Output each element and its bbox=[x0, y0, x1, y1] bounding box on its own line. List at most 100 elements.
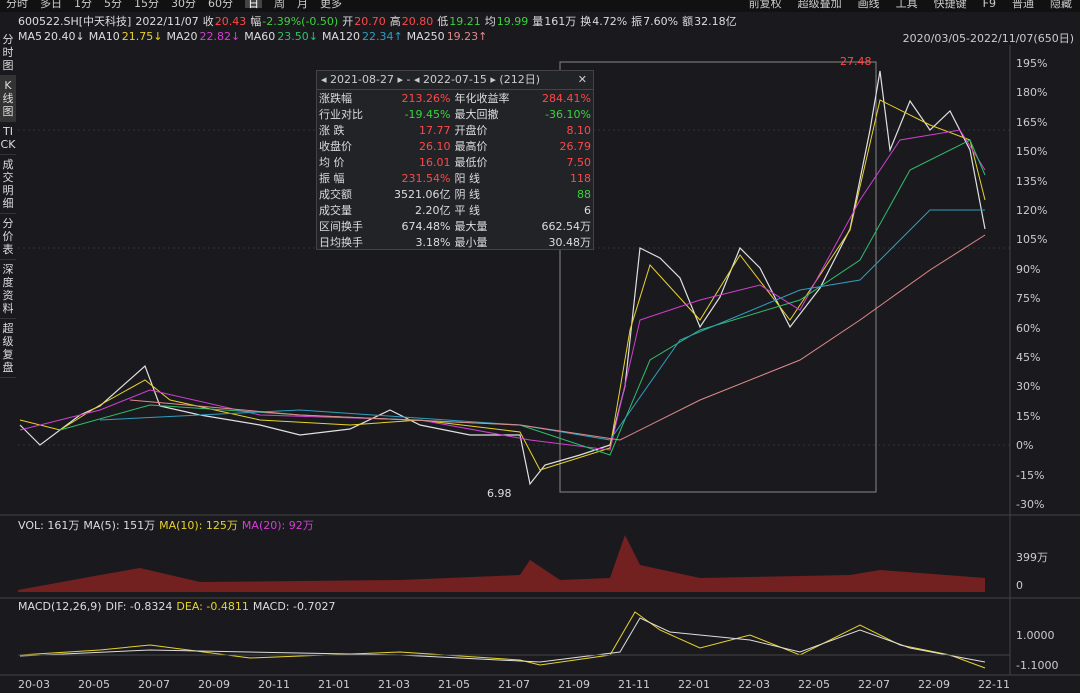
x-tick-label: 20-11 bbox=[258, 678, 290, 691]
period-tab[interactable]: 月 bbox=[297, 0, 308, 10]
period-tab[interactable]: 15分 bbox=[134, 0, 159, 10]
stat-value: 3521.06亿 bbox=[393, 188, 451, 201]
ma-value: 23.50↓ bbox=[277, 30, 318, 43]
stat-label: 最大量 bbox=[454, 220, 488, 233]
stat-row: 日均换手 3.18% 最小量 30.48万 bbox=[317, 234, 593, 250]
stat-label: 最高价 bbox=[454, 140, 488, 153]
tool-tab[interactable]: 快捷键 bbox=[933, 0, 967, 10]
ma-value: 20.40↓ bbox=[44, 30, 85, 43]
period-tab[interactable]: 5分 bbox=[104, 0, 122, 10]
macd-item: MACD(12,26,9) bbox=[18, 600, 102, 613]
period-tab[interactable]: 1分 bbox=[74, 0, 92, 10]
stat-value: 88 bbox=[577, 187, 591, 201]
period-tabs: 分时 多日 1分 5分 15分 30分 60分 日 周 月 更多 bbox=[0, 0, 1080, 12]
period-tab[interactable]: 日 bbox=[245, 0, 262, 9]
stat-label: 年化收益率 bbox=[454, 92, 510, 105]
stat-label: 开盘价 bbox=[454, 124, 488, 137]
quote-value: 20.43 bbox=[214, 15, 247, 28]
side-tab[interactable]: 分价表 bbox=[0, 214, 16, 260]
tool-tab[interactable]: 工具 bbox=[895, 0, 918, 10]
period-tab[interactable]: 更多 bbox=[320, 0, 342, 10]
quote-label: 均 bbox=[484, 15, 496, 28]
y-tick-label: 30% bbox=[1016, 380, 1041, 394]
side-tab[interactable]: 成交明细 bbox=[0, 155, 16, 214]
y-tick-label: 135% bbox=[1016, 174, 1048, 188]
y-tick-label: 60% bbox=[1016, 321, 1041, 335]
stat-label: 最大回撤 bbox=[454, 108, 499, 121]
y-tick-label: 120% bbox=[1016, 204, 1048, 217]
quote-value: 20.80 bbox=[401, 15, 434, 28]
quote-label: 振 bbox=[631, 15, 643, 28]
side-tab[interactable]: 分时图 bbox=[0, 30, 16, 76]
stat-label: 行业对比 bbox=[319, 108, 363, 121]
x-tick-label: 22-11 bbox=[978, 678, 1010, 691]
quote-label: 收 bbox=[202, 15, 214, 28]
quote-label: 低 bbox=[437, 15, 449, 28]
vol-item: MA(20): 92万 bbox=[241, 519, 314, 532]
side-tabs: 分时图 K线图 TICK 成交明细 分价表 深度资料 超级复盘 bbox=[0, 30, 16, 378]
tool-tab[interactable]: 前复权 bbox=[748, 0, 782, 10]
x-tick-label: 21-03 bbox=[378, 678, 410, 691]
side-tab[interactable]: 深度资料 bbox=[0, 260, 16, 319]
ma-label: MA120 bbox=[321, 30, 360, 43]
y-tick-label: 0% bbox=[1016, 439, 1034, 453]
stat-label: 阳 线 bbox=[454, 172, 480, 185]
macd-item: MACD: -0.7027 bbox=[252, 600, 336, 613]
stat-label: 阴 线 bbox=[454, 188, 480, 201]
vol-axis-label: 0 bbox=[1016, 579, 1023, 592]
tool-tab[interactable]: 普通 bbox=[1012, 0, 1034, 10]
x-tick-label: 20-07 bbox=[138, 678, 170, 691]
stat-row: 收盘价 26.10 最高价 26.79 bbox=[317, 138, 593, 154]
stat-row: 涨跌幅 213.26% 年化收益率 284.41% bbox=[317, 90, 593, 106]
period-tab[interactable]: 60分 bbox=[208, 0, 233, 10]
stat-label: 最小量 bbox=[454, 236, 488, 249]
y-tick-label: -30% bbox=[1016, 498, 1045, 511]
stat-value: 8.10 bbox=[566, 123, 592, 137]
stat-label: 平 线 bbox=[454, 204, 480, 217]
ma-row: MA5 20.40↓ MA10 21.75↓ MA20 22.82↓ MA60 23.50↓ M… bbox=[18, 30, 491, 43]
stat-value: 7.50 bbox=[566, 155, 592, 169]
side-tab[interactable]: K线图 bbox=[0, 76, 16, 122]
quote-label: 量 bbox=[532, 15, 544, 28]
ma-value: 22.82↓ bbox=[199, 30, 241, 43]
price-low: 6.98 bbox=[487, 487, 512, 500]
period-tab[interactable]: 多日 bbox=[40, 0, 62, 10]
x-tick-label: 22-03 bbox=[738, 678, 770, 691]
stat-row: 振 幅 231.54% 阳 线 118 bbox=[317, 170, 593, 186]
period-tab[interactable]: 周 bbox=[274, 0, 285, 10]
date-range: 2020/03/05-2022/11/07(650日) bbox=[902, 32, 1074, 45]
vol-item: VOL: 161万 bbox=[18, 519, 80, 532]
tool-tab[interactable]: F9 bbox=[982, 0, 996, 10]
code: 600522.SH[中天科技] bbox=[18, 15, 132, 28]
stat-value: 231.54% bbox=[401, 171, 451, 185]
stat-label: 涨 跌 bbox=[319, 124, 345, 137]
macd-axis-label: -1.1000 bbox=[1016, 659, 1059, 672]
y-tick-label: 45% bbox=[1016, 351, 1041, 364]
quote-label: 开 bbox=[342, 15, 354, 28]
stat-row: 区间换手 674.48% 最大量 662.54万 bbox=[317, 218, 593, 234]
stat-value: 213.26% bbox=[401, 91, 451, 105]
stat-value: 2.20亿 bbox=[414, 204, 451, 217]
stat-label: 均 价 bbox=[319, 156, 345, 169]
macd-axis-label: 1.0000 bbox=[1016, 629, 1055, 642]
quote-label: 额 bbox=[682, 15, 694, 28]
ma-value: 19.23↑ bbox=[446, 30, 488, 43]
x-tick-label: 22-07 bbox=[858, 678, 890, 691]
x-tick-label: 22-09 bbox=[918, 678, 950, 691]
stat-value: 6 bbox=[584, 203, 591, 217]
period-tab[interactable]: 30分 bbox=[171, 0, 196, 10]
y-tick-label: 150% bbox=[1016, 145, 1048, 159]
period-tab[interactable]: 分时 bbox=[6, 0, 28, 10]
side-tab[interactable]: 超级复盘 bbox=[0, 319, 16, 378]
macd-item: DIF: -0.8324 bbox=[105, 600, 173, 613]
toolbar: 前复权 超级叠加 画线 工具 快捷键 F9 普通 隐藏 bbox=[733, 0, 1072, 10]
side-tab[interactable]: TICK bbox=[0, 122, 16, 155]
tool-tab[interactable]: 画线 bbox=[857, 0, 880, 10]
x-tick-label: 21-07 bbox=[498, 678, 530, 691]
tool-tab[interactable]: 超级叠加 bbox=[797, 0, 842, 10]
quote-value: 19.21 bbox=[449, 15, 481, 28]
tool-tab[interactable]: 隐藏 bbox=[1050, 0, 1072, 10]
ma-label: MA250 bbox=[406, 30, 445, 43]
stat-value: 30.48万 bbox=[548, 236, 592, 249]
